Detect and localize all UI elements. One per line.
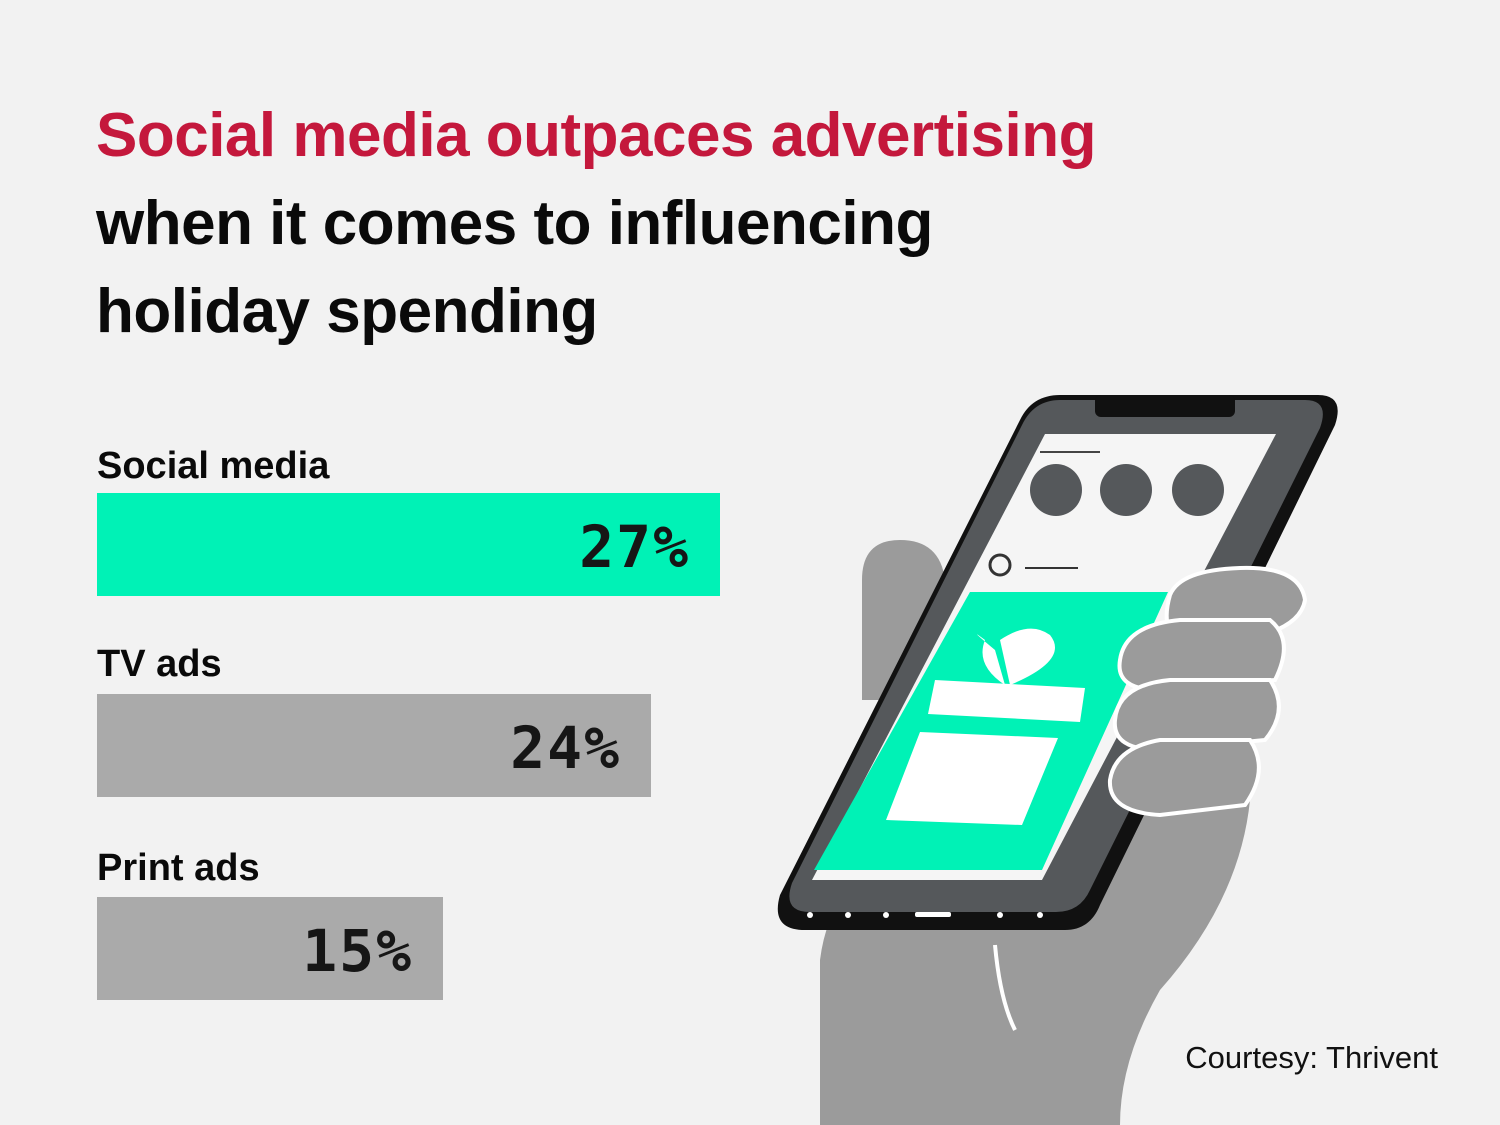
source-credit: Courtesy: Thrivent xyxy=(1185,1040,1438,1075)
value-label: 15% xyxy=(302,917,413,985)
bar xyxy=(97,897,443,1000)
category-label: TV ads xyxy=(97,643,222,685)
value-label: 27% xyxy=(579,513,690,581)
category-label: Print ads xyxy=(97,847,260,889)
smartphone-icon xyxy=(777,395,1338,930)
fingers xyxy=(993,565,1308,1031)
category-label: Social media xyxy=(97,445,330,487)
chart-title: Social media outpaces advertising when i… xyxy=(96,92,1296,356)
value-label: 24% xyxy=(510,714,621,782)
profile-avatar-icon xyxy=(1030,464,1082,516)
gift-box-icon xyxy=(886,628,1085,825)
profile-avatar-icon xyxy=(1100,464,1152,516)
bar xyxy=(97,493,720,596)
profile-avatar-icon xyxy=(1172,464,1224,516)
hand-holding-phone-illustration xyxy=(777,395,1338,1125)
title-highlight: Social media outpaces advertising xyxy=(96,101,1096,170)
title-line-2: when it comes to influencing xyxy=(96,189,933,258)
bar xyxy=(97,694,651,797)
title-line-3: holiday spending xyxy=(96,277,598,346)
